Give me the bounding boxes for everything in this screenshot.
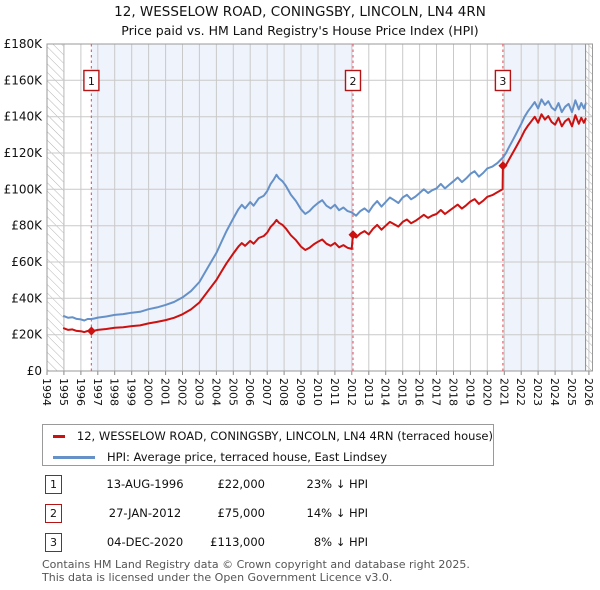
sale-price: £113,000	[210, 535, 265, 549]
sale-table-row: 1 13-AUG-1996 £22,000 23% ↓ HPI	[45, 475, 465, 495]
svg-text:2018: 2018	[447, 378, 460, 406]
svg-text:1997: 1997	[91, 378, 104, 406]
svg-text:2023: 2023	[531, 378, 544, 406]
svg-text:1999: 1999	[125, 378, 138, 406]
sale-price: £22,000	[217, 477, 265, 491]
svg-text:2016: 2016	[413, 378, 426, 406]
svg-text:£120K: £120K	[4, 146, 44, 160]
svg-text:2006: 2006	[243, 378, 256, 406]
svg-text:2025: 2025	[565, 378, 578, 406]
svg-text:£20K: £20K	[11, 328, 43, 342]
price-chart: 1 2 3 £0 £20K £40K £60K £80K £100K £120K £140K £160…	[4, 37, 595, 406]
sale-number-badge: 2	[45, 504, 62, 523]
sale-table-row: 3 04-DEC-2020 £113,000 8% ↓ HPI	[45, 533, 465, 553]
svg-text:2009: 2009	[294, 378, 307, 406]
svg-text:2005: 2005	[226, 378, 239, 406]
sale-vs-hpi: 14% ↓ HPI	[306, 506, 368, 520]
plot-border	[46, 43, 593, 372]
price-paid-line	[62, 113, 587, 334]
svg-text:£0: £0	[27, 364, 42, 378]
svg-text:2003: 2003	[192, 378, 205, 406]
page-subtitle: Price paid vs. HM Land Registry's House …	[121, 23, 479, 38]
svg-text:£180K: £180K	[4, 37, 44, 51]
svg-text:2021: 2021	[497, 378, 510, 406]
svg-text:2019: 2019	[463, 378, 476, 406]
svg-text:1: 1	[88, 75, 95, 88]
svg-text:£80K: £80K	[11, 219, 43, 233]
svg-text:2022: 2022	[514, 378, 527, 406]
svg-text:2026: 2026	[582, 378, 595, 406]
svg-text:2000: 2000	[142, 378, 155, 406]
hpi-line-sample	[53, 455, 95, 459]
chart-canvas: 1 2 3 £0 £20K £40K £60K £80K £100K £120K £140K £160…	[4, 37, 595, 406]
price-line-sample	[53, 434, 65, 438]
svg-text:£100K: £100K	[4, 182, 44, 196]
legend-label-price: 12, WESSELOW ROAD, CONINGSBY, LINCOLN, L…	[76, 429, 493, 443]
y-axis-labels: £0 £20K £40K £60K £80K £100K £120K £140K £160K £1…	[4, 37, 44, 378]
sale-vs-hpi: 23% ↓ HPI	[306, 477, 368, 491]
legend-label-hpi: HPI: Average price, terraced house, East…	[107, 450, 388, 464]
svg-text:£160K: £160K	[4, 73, 44, 87]
legend-row-hpi: HPI: Average price, terraced house, East…	[43, 447, 493, 467]
sale-marker-labels: 1 2 3	[83, 69, 512, 92]
sale-table-row: 2 27-JAN-2012 £75,000 14% ↓ HPI	[45, 504, 465, 524]
svg-text:2017: 2017	[430, 378, 443, 406]
svg-text:2010: 2010	[311, 378, 324, 406]
hpi-line	[62, 98, 587, 322]
sale-date: 04-DEC-2020	[106, 535, 184, 549]
chart-legend: 12, WESSELOW ROAD, CONINGSBY, LINCOLN, L…	[42, 424, 494, 466]
copyright-line-1: Contains HM Land Registry data © Crown c…	[42, 558, 470, 571]
svg-text:2002: 2002	[176, 378, 189, 406]
legend-row-price: 12, WESSELOW ROAD, CONINGSBY, LINCOLN, L…	[43, 426, 493, 446]
svg-text:£140K: £140K	[4, 110, 44, 124]
svg-text:1998: 1998	[108, 378, 121, 406]
svg-text:2008: 2008	[277, 378, 290, 406]
svg-text:2012: 2012	[345, 378, 358, 406]
sale-vs-hpi: 8% ↓ HPI	[313, 535, 368, 549]
svg-text:2014: 2014	[379, 378, 392, 406]
sale-number-badge: 3	[45, 533, 62, 552]
svg-text:2015: 2015	[396, 378, 409, 406]
svg-text:2004: 2004	[209, 378, 222, 406]
sale-price: £75,000	[217, 506, 265, 520]
svg-text:2001: 2001	[159, 378, 172, 406]
sale-date: 27-JAN-2012	[108, 506, 182, 520]
svg-text:2020: 2020	[480, 378, 493, 406]
sale-point-markers	[86, 161, 508, 336]
svg-text:2007: 2007	[260, 378, 273, 406]
svg-text:3: 3	[499, 75, 506, 88]
sale-date: 13-AUG-1996	[106, 477, 184, 491]
x-axis-labels: 1994 1995 1996 1997 1998 1999 2000 2001 2002 2003…	[40, 378, 595, 406]
page-title: 12, WESSELOW ROAD, CONINGSBY, LINCOLN, L…	[114, 4, 486, 20]
svg-text:2011: 2011	[328, 378, 341, 406]
sale-number-badge: 1	[45, 475, 62, 494]
copyright-line-2: This data is licensed under the Open Gov…	[42, 570, 393, 584]
svg-text:£60K: £60K	[11, 255, 43, 269]
copyright-footer: Contains HM Land Registry data © Crown c…	[42, 558, 470, 584]
svg-text:2: 2	[350, 75, 357, 88]
svg-text:£40K: £40K	[11, 291, 43, 305]
svg-text:1994: 1994	[40, 378, 53, 406]
svg-text:1996: 1996	[74, 378, 87, 406]
svg-text:2013: 2013	[362, 378, 375, 406]
svg-text:1995: 1995	[57, 378, 70, 406]
svg-text:2024: 2024	[548, 378, 561, 406]
